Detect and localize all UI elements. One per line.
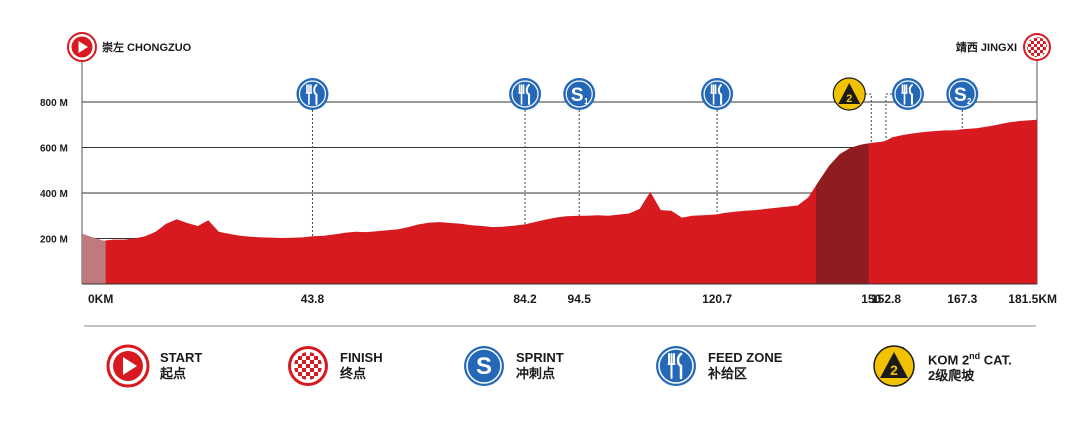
sprint-letter: S [571,85,584,106]
legend-feed: FEED ZONE 补给区 [654,344,782,388]
svg-text:2: 2 [890,362,898,378]
mountain-kom-icon: 2 [873,345,915,387]
marker-feed [701,78,734,215]
fork-knife-icon [296,78,329,110]
finish-flag-icon [288,346,328,386]
fork-knife-icon [656,346,696,386]
y-tick-label: 600 M [40,144,68,155]
legend-sprint-label-cn: 冲刺点 [516,366,556,381]
finish-flag-icon [1023,33,1051,61]
x-tick-label: 0KM [88,292,113,306]
start-town-label: 崇左 CHONGZUO [102,40,192,54]
mountain-kom-icon: 2 [832,77,866,111]
x-tick-label: 120.7 [702,292,732,306]
start-finish-markers: 崇左 CHONGZUO 靖西 JINGXI [67,32,1051,62]
legend-start-label-cn: 起点 [160,366,187,381]
climb-shade-area [816,143,869,284]
y-tick-label: 800 M [40,98,68,109]
y-tick-label: 200 M [40,235,68,246]
finish-town-label: 靖西 JINGXI [956,40,1017,54]
start-shade-area [82,233,106,284]
legend: START 起点 FINISH 终点 [0,344,1080,404]
x-tick-label: 43.8 [301,292,325,306]
legend-sprint-label: SPRINT [516,350,564,365]
legend-start: START 起点 [106,344,202,388]
fork-knife-icon [509,78,542,110]
fork-knife-icon [701,78,734,110]
legend-kom-label-cn: 2级爬坡 [928,368,975,384]
legend-kom-label: KOM 2nd CAT. [928,350,1012,368]
legend-kom: 2 KOM 2nd CAT. 2级爬坡 [870,344,1012,388]
legend-feed-label-cn: 补给区 [708,366,748,381]
start-icon [106,344,150,388]
y-axis-labels: 200 M 400 M 600 M 800 M [40,98,68,246]
marker-feed [885,78,924,141]
x-tick-label: 84.2 [513,292,537,306]
legend-finish: FINISH 终点 [286,344,383,388]
x-tick-label: 181.5KM [1008,292,1057,306]
sprint-number: 1 [584,97,589,106]
y-tick-label: 400 M [40,189,68,200]
legend-sprint: S SPRINT 冲刺点 [462,344,564,388]
start-icon [67,32,97,62]
legend-finish-label-cn: 终点 [340,366,367,381]
legend-finish-label: FINISH [340,350,383,365]
x-tick-label: 152.8 [871,292,901,306]
kom-category: 2 [846,93,852,105]
legend-start-label: START [160,350,203,365]
svg-text:S: S [476,353,492,380]
marker-kom: 2 [832,77,872,143]
elevation-profile-area [82,119,1037,284]
x-tick-label: 150 [861,292,881,306]
legend-feed-label: FEED ZONE [708,350,783,365]
x-tick-label: 94.5 [568,292,592,306]
marker-feed [296,78,329,237]
elevation-profile-chart: 200 M 400 M 600 M 800 M 0KM 43.8 84.2 94.5 120.… [40,32,1057,327]
sprint-number: 2 [967,97,972,106]
marker-feed [509,78,542,225]
sprint-letter: S [954,85,967,106]
fork-knife-icon [891,78,924,110]
sprint-icon: S [464,346,504,386]
x-tick-label: 167.3 [947,292,977,306]
